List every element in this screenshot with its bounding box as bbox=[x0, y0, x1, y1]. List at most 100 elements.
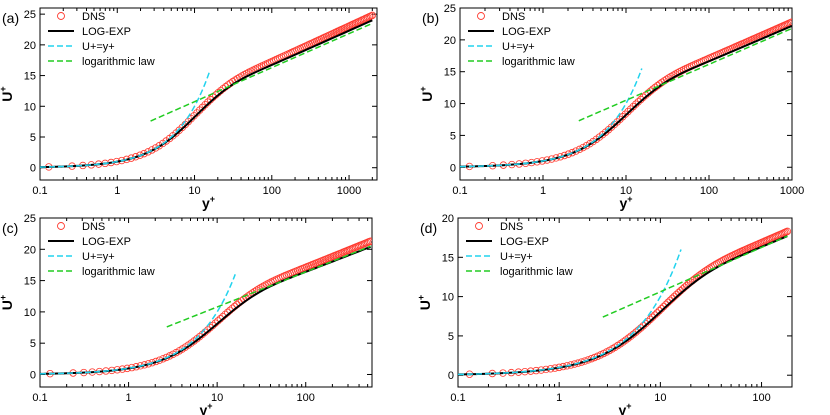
dns-point bbox=[783, 227, 792, 236]
x-tick-label: 1 bbox=[540, 185, 546, 197]
y-tick-label: 10 bbox=[24, 101, 36, 113]
legend-label: DNS bbox=[500, 221, 523, 233]
plot-area bbox=[40, 237, 372, 378]
y-tick-label: 0 bbox=[450, 162, 456, 174]
linear-law-line bbox=[460, 68, 643, 168]
x-tick-label: 0.1 bbox=[32, 185, 47, 197]
dns-point bbox=[616, 115, 624, 124]
dns-point bbox=[621, 110, 630, 118]
x-tick-label: 1 bbox=[556, 392, 562, 404]
dns-point bbox=[367, 12, 375, 20]
legend-label: logarithmic law bbox=[500, 266, 573, 278]
plot-frame bbox=[39, 7, 378, 181]
legend-item-dns: DNS bbox=[57, 221, 105, 233]
x-axis-label: y+ bbox=[202, 194, 215, 211]
legend-item-log-exp: LOG-EXP bbox=[466, 236, 549, 248]
legend-label: U+=y+ bbox=[502, 41, 535, 53]
panel-label: (c) bbox=[2, 220, 18, 236]
legend-item-logarithmic-law: logarithmic law bbox=[468, 56, 575, 68]
y-tick-label: 0 bbox=[448, 370, 454, 382]
panel-b: 0.1 1 10 100 1000 0 5 10 15 20 25 (b) y+ U+ DNS LOG-EXP… bbox=[418, 3, 804, 211]
dns-point bbox=[575, 145, 584, 154]
y-tick-label: 15 bbox=[442, 252, 454, 264]
dns-point bbox=[366, 237, 372, 245]
y-tick-label: 0 bbox=[30, 163, 36, 175]
log-law-line bbox=[150, 22, 373, 122]
legend-label: U+=y+ bbox=[82, 41, 115, 53]
legend-marker bbox=[475, 222, 483, 230]
x-tick-label: 1 bbox=[126, 392, 132, 404]
legend-label: logarithmic law bbox=[82, 56, 155, 68]
y-axis-label: U+ bbox=[418, 86, 435, 101]
panel-label: (d) bbox=[420, 220, 437, 236]
x-tick-label: 100 bbox=[752, 392, 770, 404]
log-law-line bbox=[578, 27, 792, 122]
y-tick-label: 5 bbox=[450, 130, 456, 142]
legend-item-logarithmic-law: logarithmic law bbox=[48, 266, 155, 278]
legend-label: DNS bbox=[82, 11, 105, 23]
y-tick-label: 20 bbox=[444, 35, 456, 47]
x-tick-label: 0.1 bbox=[32, 392, 47, 404]
legend-label: DNS bbox=[502, 11, 525, 23]
y-tick-label: 5 bbox=[30, 132, 36, 144]
x-tick-label: 10 bbox=[654, 392, 666, 404]
legend: DNS LOG-EXP U+=y+ logarithmic law bbox=[468, 11, 575, 68]
panel-a: 0.1 1 10 100 1000 0 5 10 15 20 25 (a) y+ U+ DNS LOG-EXP… bbox=[0, 7, 378, 211]
dns-point bbox=[788, 18, 792, 26]
y-tick-label: 5 bbox=[30, 338, 36, 350]
legend: DNS LOG-EXP U+=y+ logarithmic law bbox=[48, 11, 155, 68]
legend-marker bbox=[477, 12, 485, 20]
y-axis-label: U+ bbox=[0, 295, 15, 310]
legend-label: LOG-EXP bbox=[500, 236, 549, 248]
log-law-line bbox=[166, 245, 371, 328]
x-tick-label: 10 bbox=[188, 185, 200, 197]
x-tick-label: 1 bbox=[114, 185, 120, 197]
dns-point bbox=[190, 112, 198, 120]
y-tick-label: 10 bbox=[444, 99, 456, 111]
legend-item-u-y: U+=y+ bbox=[466, 251, 533, 263]
legend-item-logarithmic-law: logarithmic law bbox=[48, 56, 155, 68]
x-tick-label: 10 bbox=[211, 392, 223, 404]
legend-item-log-exp: LOG-EXP bbox=[48, 236, 131, 248]
legend-item-dns: DNS bbox=[57, 11, 105, 23]
y-tick-label: 25 bbox=[24, 9, 36, 21]
panel-c: 0.1 1 10 100 0 5 10 15 20 25 (c) y+ U+ DNS LOG-EXP U+=y… bbox=[0, 213, 373, 415]
legend-label: LOG-EXP bbox=[82, 26, 131, 38]
dns-point bbox=[148, 146, 156, 154]
legend-marker bbox=[57, 12, 65, 20]
legend: DNS LOG-EXP U+=y+ logarithmic law bbox=[466, 221, 573, 278]
x-tick-label: 100 bbox=[297, 392, 315, 404]
legend-item-logarithmic-law: logarithmic law bbox=[466, 266, 573, 278]
plot-area bbox=[458, 227, 792, 378]
dns-point bbox=[151, 144, 160, 152]
plot-area bbox=[460, 18, 792, 171]
legend-item-log-exp: LOG-EXP bbox=[48, 26, 131, 38]
x-tick-label: 0.1 bbox=[450, 392, 465, 404]
legend-item-u-y: U+=y+ bbox=[468, 41, 535, 53]
y-tick-label: 5 bbox=[448, 331, 454, 343]
y-tick-label: 20 bbox=[24, 40, 36, 52]
x-tick-label: 1000 bbox=[337, 185, 361, 197]
linear-law-line bbox=[40, 274, 236, 375]
x-axis-label: y+ bbox=[199, 401, 212, 415]
linear-law-line bbox=[458, 249, 682, 376]
x-tick-label: 0.1 bbox=[452, 185, 467, 197]
y-tick-label: 10 bbox=[24, 307, 36, 319]
y-axis-label: U+ bbox=[416, 295, 433, 310]
legend: DNS LOG-EXP U+=y+ logarithmic law bbox=[48, 221, 155, 278]
y-tick-label: 15 bbox=[24, 71, 36, 83]
y-tick-label: 15 bbox=[24, 276, 36, 288]
plot-area bbox=[40, 11, 377, 171]
x-tick-label: 100 bbox=[700, 185, 718, 197]
legend-item-log-exp: LOG-EXP bbox=[468, 26, 551, 38]
dns-point bbox=[618, 113, 627, 121]
legend-label: logarithmic law bbox=[502, 56, 575, 68]
legend-item-u-y: U+=y+ bbox=[48, 41, 115, 53]
dns-point bbox=[624, 107, 632, 116]
y-tick-label: 20 bbox=[24, 244, 36, 256]
legend-item-u-y: U+=y+ bbox=[48, 251, 115, 263]
x-tick-label: 1000 bbox=[780, 185, 804, 197]
y-axis-label: U+ bbox=[0, 86, 15, 101]
legend-item-dns: DNS bbox=[475, 221, 523, 233]
